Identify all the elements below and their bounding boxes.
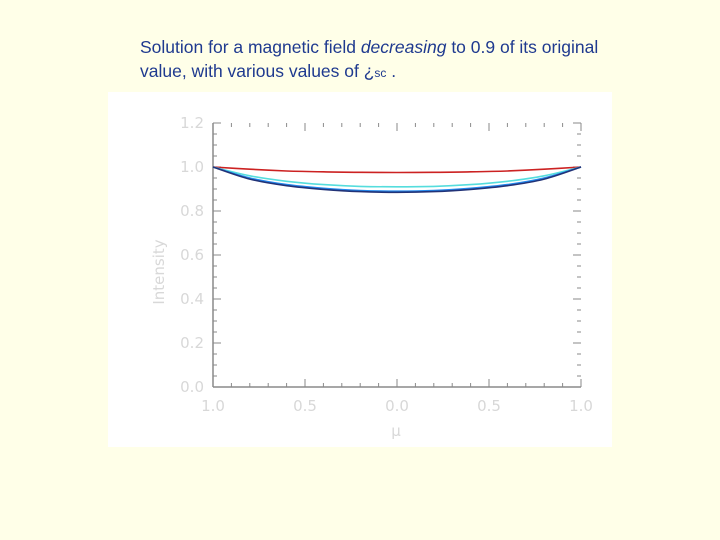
x-tick-label: 0.0 [385, 397, 409, 415]
plot-panel: 0.0 0.2 0.4 0.6 0.8 1.0 1.2 1.0 0.5 0.0 0.5 1.0 μ I… [108, 92, 612, 447]
y-tick-label: 0.8 [180, 202, 204, 220]
y-tick-label: 0.4 [180, 290, 204, 308]
axis-ticks [212, 122, 582, 388]
y-tick-label: 0.2 [180, 334, 204, 352]
x-tick-label: 1.0 [201, 397, 225, 415]
caption-emphasis: decreasing [360, 37, 447, 57]
series-layer [212, 166, 582, 194]
caption-line2-end: . [386, 61, 397, 81]
y-tick-label: 1.0 [180, 158, 204, 176]
series-line-2 [212, 166, 582, 188]
caption-line1-after: to 0.9 of its original [446, 37, 599, 57]
axes-frame [212, 123, 581, 388]
series-line-3 [212, 166, 582, 193]
x-tick-label: 1.0 [569, 397, 593, 415]
x-axis-label: μ [391, 422, 401, 440]
series-line-4 [212, 166, 582, 194]
tick-labels: 0.0 0.2 0.4 0.6 0.8 1.0 1.2 1.0 0.5 0.0 0.5 1.0 [180, 114, 593, 415]
series-line-1 [212, 166, 582, 174]
caption-line2: value, with various values of ¿ [140, 61, 375, 81]
intensity-chart: 0.0 0.2 0.4 0.6 0.8 1.0 1.2 1.0 0.5 0.0 0.5 1.0 μ I… [150, 114, 593, 440]
caption-subscript: sc [374, 66, 387, 80]
caption-line1-before: Solution for a magnetic field [140, 37, 361, 57]
y-axis-label: Intensity [150, 239, 168, 304]
x-tick-label: 0.5 [477, 397, 501, 415]
y-tick-label: 1.2 [180, 114, 204, 132]
x-tick-label: 0.5 [293, 397, 317, 415]
caption: Solution for a magnetic field decreasing… [140, 35, 700, 85]
y-tick-label: 0.0 [180, 378, 204, 396]
y-tick-label: 0.6 [180, 246, 204, 264]
